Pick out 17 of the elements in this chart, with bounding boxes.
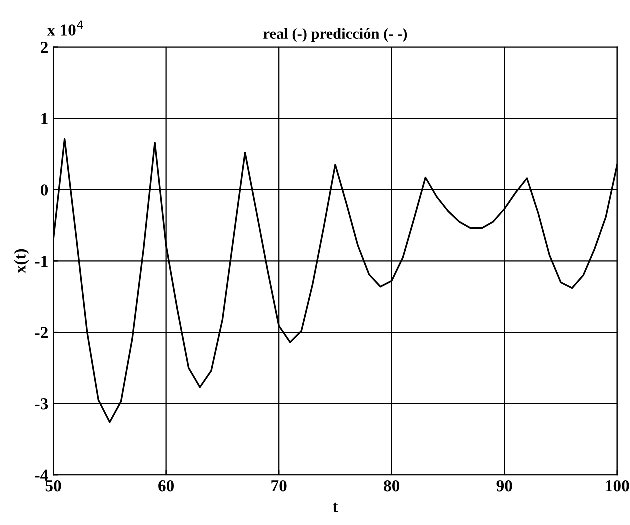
x-tick-label: 90 [496, 480, 512, 492]
x-tick-label: 60 [158, 480, 174, 492]
y-tick-label: -1 [35, 256, 48, 267]
y-tick-label: -4 [35, 470, 48, 481]
y-tick-label: 0 [40, 184, 48, 196]
y-axis-title: x(t) [14, 249, 30, 274]
x-tick-label: 100 [606, 480, 630, 492]
x-axis-title: t [332, 502, 338, 512]
chart-title: real (-) predicción (- -) [264, 28, 408, 42]
x-tick-label: 70 [272, 480, 287, 492]
y-tick-label: -3 [35, 398, 48, 410]
y-tick-label: -2 [35, 327, 48, 338]
y-tick-label: 1 [42, 113, 48, 124]
x-tick-label: 80 [384, 480, 400, 492]
text: x 10$^{4}$ [47, 20, 84, 36]
y-tick-label: 2 [41, 42, 48, 54]
x-tick-label: 50 [46, 480, 62, 492]
